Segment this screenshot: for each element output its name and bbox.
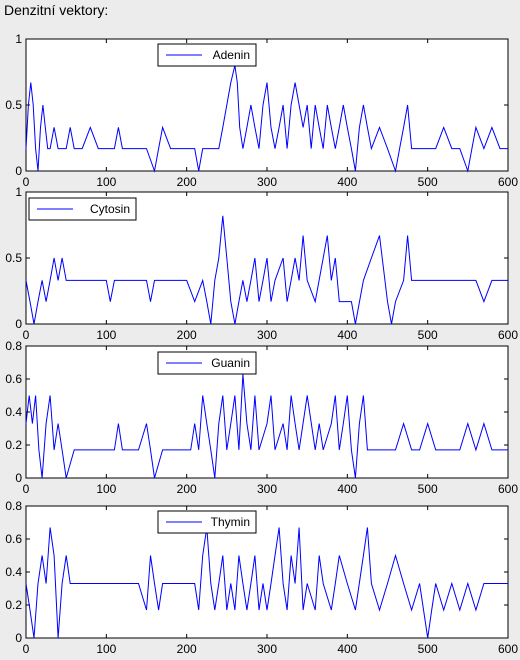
x-tick-label: 200 <box>177 482 197 496</box>
y-tick-label: 0.4 <box>5 565 22 579</box>
series-line-guanin <box>25 374 508 479</box>
x-tick-label: 300 <box>257 642 277 656</box>
legend-label: Thymin <box>211 515 250 529</box>
x-tick-label: 100 <box>96 482 116 496</box>
x-tick-label: 200 <box>177 642 197 656</box>
chart-panel-adenin: 0 100 200 300 400 500 600 0 0.5 1 Adenin <box>5 32 518 189</box>
x-tick-label: 0 <box>23 175 30 189</box>
x-tick-label: 400 <box>337 642 357 656</box>
x-tick-label: 600 <box>498 328 518 342</box>
legend: Guanin <box>157 351 257 375</box>
x-tick-label: 100 <box>96 175 116 189</box>
legend: Adenin <box>157 43 257 67</box>
y-tick-label: 0.8 <box>5 499 22 513</box>
legend: Thymin <box>157 510 257 534</box>
x-tick-label: 300 <box>257 328 277 342</box>
x-tick-label: 100 <box>96 642 116 656</box>
y-tick-label: 0.2 <box>5 438 22 452</box>
y-tick-label: 0.5 <box>5 251 22 265</box>
x-tick-label: 600 <box>498 642 518 656</box>
x-tick-label: 0 <box>23 328 30 342</box>
window-title: Denzitní vektory: <box>4 2 109 18</box>
chart-panel-cytosin: 0 100 200 300 400 500 600 0 0.5 1 Cytosin <box>5 185 518 342</box>
x-tick-label: 400 <box>337 482 357 496</box>
legend-box <box>157 351 257 375</box>
y-tick-label: 0.6 <box>5 532 22 546</box>
legend-box <box>157 510 257 534</box>
y-tick-label: 0 <box>15 471 22 485</box>
x-tick-label: 200 <box>177 328 197 342</box>
x-tick-label: 0 <box>23 482 30 496</box>
y-tick-label: 0.6 <box>5 372 22 386</box>
y-tick-label: 0.8 <box>5 339 22 353</box>
x-tick-label: 300 <box>257 482 277 496</box>
x-tick-label: 500 <box>418 328 438 342</box>
x-tick-label: 200 <box>177 175 197 189</box>
x-tick-label: 0 <box>23 642 30 656</box>
chart-panel-thymin: 0 100 200 300 400 500 600 0 0.2 0.4 0.6 0.8 Thymin <box>5 499 518 656</box>
series-line-thymin <box>25 527 508 639</box>
series-line-adenin <box>25 65 508 173</box>
legend-box <box>157 43 257 67</box>
x-tick-label: 600 <box>498 175 518 189</box>
y-tick-label: 0 <box>15 164 22 178</box>
y-tick-label: 0 <box>15 317 22 331</box>
plot-area <box>25 505 509 639</box>
legend-label: Guanin <box>211 356 250 370</box>
x-tick-label: 100 <box>96 328 116 342</box>
plot-area <box>25 38 509 172</box>
y-tick-label: 0.2 <box>5 598 22 612</box>
y-tick-label: 1 <box>15 32 22 46</box>
y-tick-label: 1 <box>15 185 22 199</box>
x-tick-label: 400 <box>337 328 357 342</box>
legend-label: Cytosin <box>90 202 130 216</box>
plot-area <box>25 345 509 479</box>
x-tick-label: 300 <box>257 175 277 189</box>
x-tick-label: 400 <box>337 175 357 189</box>
x-tick-label: 500 <box>418 175 438 189</box>
x-tick-label: 500 <box>418 482 438 496</box>
chart-panel-guanin: 0 100 200 300 400 500 600 0 0.2 0.4 0.6 0.8 Guanin <box>5 339 518 496</box>
legend-box <box>28 197 137 221</box>
legend: Cytosin <box>28 197 137 221</box>
y-tick-label: 0 <box>15 631 22 645</box>
x-tick-label: 600 <box>498 482 518 496</box>
x-tick-label: 500 <box>418 642 438 656</box>
y-tick-label: 0.5 <box>5 98 22 112</box>
series-line-cytosin <box>25 215 508 325</box>
legend-label: Adenin <box>213 48 250 62</box>
y-tick-label: 0.4 <box>5 405 22 419</box>
